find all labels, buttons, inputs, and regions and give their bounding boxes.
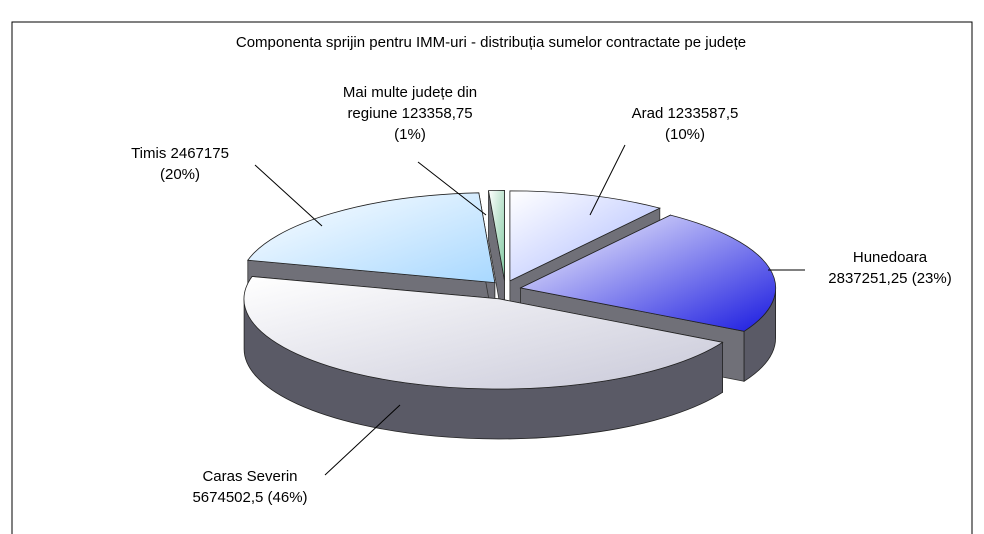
label-part: Timis [131, 145, 167, 162]
leader-line [254, 164, 323, 227]
slice [247, 192, 496, 284]
label-part: (23%) [911, 270, 952, 287]
label-part: 5674502,5 [192, 489, 264, 506]
data-label: Timis 2467175 (20%) [100, 143, 260, 185]
chart-border [11, 21, 973, 534]
slice [243, 276, 724, 390]
data-label: Caras Severin 5674502,5 (46%) [150, 466, 350, 508]
label-part: Hunedoara [852, 249, 928, 266]
label-part: Caras Severin [202, 468, 298, 485]
data-label: Arad 1233587,5 (10%) [610, 103, 760, 145]
label-part: 2837251,25 [828, 270, 908, 287]
label-part: Mai multe județe din regiune [342, 84, 478, 122]
label-part: (46%) [267, 489, 308, 506]
leader-line [417, 161, 487, 216]
leader-line [324, 404, 401, 476]
label-part: (20%) [159, 166, 200, 183]
slice [519, 214, 777, 332]
data-label: Hunedoara 2837251,25 (23%) [790, 247, 984, 289]
pie [243, 189, 777, 440]
label-part: 2467175 [170, 145, 229, 162]
slice [509, 190, 661, 282]
leader-line [589, 144, 626, 216]
label-part: (10%) [664, 126, 705, 143]
label-part: 1233587,5 [667, 105, 739, 122]
slice [488, 189, 505, 281]
data-label: Mai multe județe din regiune 123358,75 (… [320, 82, 500, 145]
label-part: Arad [631, 105, 664, 122]
leader-lines [254, 144, 805, 476]
label-part: (1%) [394, 126, 426, 143]
label-part: 123358,75 [401, 105, 473, 122]
chart-title: Componenta sprijin pentru IMM-uri - dist… [235, 34, 747, 51]
